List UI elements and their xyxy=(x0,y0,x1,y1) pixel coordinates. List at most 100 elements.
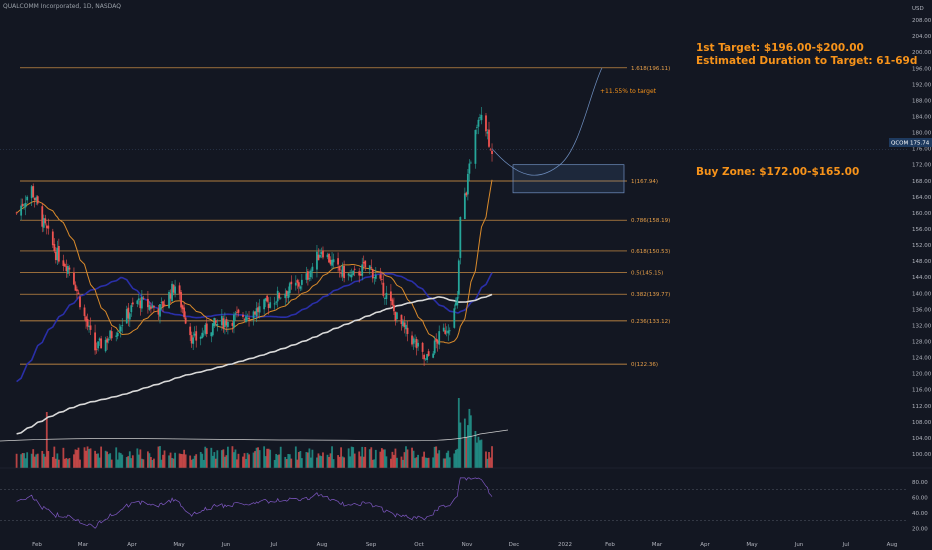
volume-bar-142 xyxy=(317,453,320,468)
candle-body-200 xyxy=(438,331,441,345)
time-tick-7: Sep xyxy=(366,542,377,548)
candle-body-213 xyxy=(466,173,469,195)
fib-label-1: 1(167.94) xyxy=(631,179,658,185)
volume-bar-6 xyxy=(30,453,33,468)
candle-body-201 xyxy=(442,327,445,332)
volume-bar-88 xyxy=(202,459,205,468)
volume-bar-9 xyxy=(35,454,38,468)
candle-body-3 xyxy=(23,204,26,206)
candle-body-169 xyxy=(373,277,376,278)
candle-body-11 xyxy=(41,206,44,227)
volume-bar-28 xyxy=(76,449,78,468)
volume-bar-122 xyxy=(275,453,278,468)
volume-bar-138 xyxy=(308,448,311,468)
time-tick-8: Oct xyxy=(414,542,424,548)
candle-body-152 xyxy=(338,266,341,271)
candle-body-99 xyxy=(225,319,228,326)
price-tick-24: 196.00 xyxy=(912,66,932,72)
candle-body-0 xyxy=(15,212,18,214)
candle-body-132 xyxy=(296,280,299,283)
candle-body-199 xyxy=(436,340,439,344)
candle-body-86 xyxy=(199,336,202,339)
volume-bar-168 xyxy=(371,459,374,468)
volume-bar-135 xyxy=(300,458,303,468)
time-axis[interactable]: Feb Mar Apr May Jun Jul Aug Sep Oct Nov Dec 2022 Feb… xyxy=(32,542,897,548)
time-tick-10: Dec xyxy=(509,542,520,548)
volume-bar-69 xyxy=(162,454,164,468)
volume-bars xyxy=(15,398,493,468)
candle-body-10 xyxy=(36,196,39,204)
moving-averages xyxy=(0,179,509,442)
volume-bar-171 xyxy=(379,451,382,468)
volume-bar-72 xyxy=(169,452,172,468)
candle-body-33 xyxy=(86,319,89,327)
volume-bar-143 xyxy=(319,455,321,468)
volume-bar-175 xyxy=(385,456,388,468)
volume-bar-93 xyxy=(213,452,216,468)
volume-bar-144 xyxy=(320,456,323,468)
volume-bar-52 xyxy=(127,456,130,468)
candle-body-50 xyxy=(121,325,124,326)
candle-body-60 xyxy=(142,297,145,299)
volume-bar-176 xyxy=(390,458,392,468)
price-axis[interactable]: 100.00 104.00 108.00 112.00 116.00 120.00 124.… xyxy=(912,18,932,458)
candle-body-17 xyxy=(53,244,56,251)
candle-body-87 xyxy=(201,332,204,338)
candle-body-196 xyxy=(432,353,435,358)
volume-bar-81 xyxy=(189,455,192,468)
volume-bar-107 xyxy=(243,453,246,468)
volume-bar-67 xyxy=(159,446,161,468)
candle-body-177 xyxy=(391,299,394,306)
volume-bar-77 xyxy=(180,453,183,468)
volume-bar-24 xyxy=(67,459,69,468)
volume-bar-94 xyxy=(214,458,217,468)
candle-body-208 xyxy=(456,297,459,306)
volume-bar-205 xyxy=(448,457,451,468)
volume-bar-90 xyxy=(205,448,208,468)
volume-bar-92 xyxy=(211,455,214,468)
volume-bar-41 xyxy=(104,450,107,468)
volume-bar-60 xyxy=(142,459,145,468)
volume-bar-190 xyxy=(417,454,419,468)
volume-bar-194 xyxy=(426,457,429,468)
volume-bar-100 xyxy=(227,446,229,468)
volume-bar-97 xyxy=(222,449,225,468)
volume-bar-3 xyxy=(23,453,26,468)
candle-body-97 xyxy=(222,318,225,329)
candle-body-58 xyxy=(139,300,142,309)
candle-body-188 xyxy=(414,340,416,342)
candle-body-222 xyxy=(486,131,489,134)
candle-body-194 xyxy=(426,354,429,360)
volume-bar-59 xyxy=(140,458,143,468)
candle-body-22 xyxy=(63,263,66,267)
volume-bar-37 xyxy=(95,453,98,468)
candle-body-92 xyxy=(211,323,214,336)
buy-zone-box[interactable] xyxy=(512,164,625,194)
candle-body-102 xyxy=(233,314,235,328)
volume-bar-64 xyxy=(151,459,154,468)
candle-body-111 xyxy=(252,311,255,319)
ma-50-line xyxy=(16,272,493,383)
volume-bar-151 xyxy=(337,455,339,468)
volume-bar-136 xyxy=(305,452,308,468)
candle-body-7 xyxy=(32,186,35,198)
volume-bar-112 xyxy=(254,451,256,468)
fib-label-2: 0.786(158.19) xyxy=(631,218,670,224)
volume-bar-215 xyxy=(469,415,472,468)
volume-bar-101 xyxy=(231,446,234,468)
price-tick-23: 192.00 xyxy=(912,82,932,88)
candle-body-128 xyxy=(287,291,290,299)
candle-body-46 xyxy=(115,335,118,337)
volume-bar-48 xyxy=(118,452,121,468)
candle-body-27 xyxy=(74,284,77,291)
candle-body-47 xyxy=(116,332,119,337)
candle-body-217 xyxy=(476,127,478,128)
volume-bar-159 xyxy=(352,447,355,468)
volume-bar-166 xyxy=(368,449,371,468)
candlesticks xyxy=(15,107,493,366)
candle-body-143 xyxy=(319,254,321,258)
candle-body-32 xyxy=(85,316,87,322)
fib-label-5: 0.382(139.77) xyxy=(631,292,670,298)
candle-body-180 xyxy=(396,312,398,319)
